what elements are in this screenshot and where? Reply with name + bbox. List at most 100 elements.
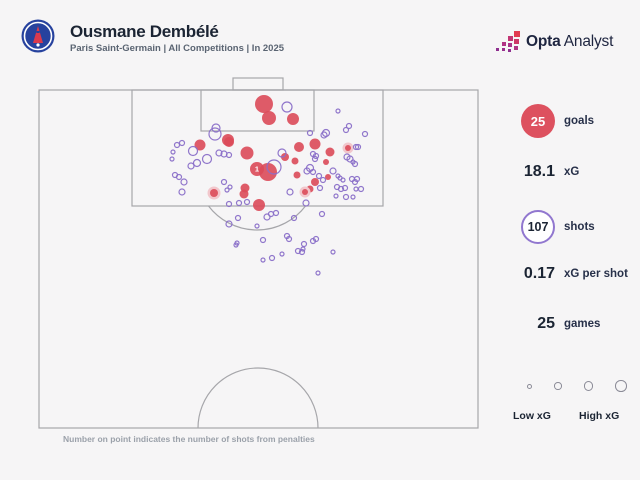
- shot-point: [351, 178, 359, 186]
- shots-circle-badge: 107: [521, 210, 555, 244]
- shot-point: [268, 254, 276, 262]
- opta-analyst-logo: Opta Analyst: [495, 29, 613, 55]
- analyst-word: Analyst: [563, 33, 614, 50]
- shot-point: [277, 148, 287, 158]
- shot-point: [225, 151, 233, 159]
- shot-point: [348, 175, 356, 183]
- shot-point: [266, 159, 282, 175]
- shot-point: [259, 236, 267, 244]
- shot-point: [306, 129, 314, 137]
- xg-per-shot-label: xG per shot: [564, 268, 628, 280]
- shot-point: [178, 188, 186, 196]
- legend-low-xg-label: Low xG: [513, 410, 551, 422]
- stat-xg: 18.1 xG: [505, 163, 579, 181]
- shot-point: [225, 200, 233, 208]
- shot-point: [329, 167, 337, 175]
- header: Ousmane Dembélé Paris Saint-Germain | Al…: [0, 0, 640, 70]
- penalty-count-label: 1: [255, 165, 259, 174]
- shot-point: [312, 152, 320, 160]
- goal-point: [210, 189, 218, 197]
- shot-point: [234, 214, 242, 222]
- shot-point: [225, 220, 233, 228]
- goal-point: [291, 157, 299, 165]
- shot-point: [333, 193, 339, 199]
- goal-point: [239, 189, 249, 199]
- shot-point: [309, 168, 317, 176]
- opta-bars-icon: [496, 31, 520, 52]
- shot-point: [316, 184, 324, 192]
- shot-point: [350, 194, 356, 200]
- shot-point: [341, 184, 349, 192]
- penalty-footnote: Number on point indicates the number of …: [63, 434, 315, 444]
- shot-point: [345, 122, 353, 130]
- shot-point: [178, 139, 186, 147]
- shot-point: [224, 187, 230, 193]
- xg-label: xG: [564, 166, 580, 178]
- goal-point: [194, 139, 206, 151]
- shot-point: [187, 162, 195, 170]
- goal-point: [323, 159, 329, 165]
- shot-point: [285, 235, 293, 243]
- goal-point: [255, 95, 273, 113]
- shot-point: [312, 235, 320, 243]
- shot-point: [340, 177, 346, 183]
- legend-size-circles: [527, 378, 627, 394]
- goal-point: [281, 153, 289, 161]
- shot-point: [243, 198, 251, 206]
- goal-point: [325, 147, 335, 157]
- shot-point: [320, 131, 328, 139]
- legend-circle: [527, 383, 532, 389]
- shot-point: [215, 149, 223, 157]
- shot-point: [311, 155, 319, 163]
- shot-point: [342, 193, 350, 201]
- games-value: 25: [537, 315, 555, 332]
- pitch-lines: [38, 77, 479, 429]
- xg-value: 18.1: [523, 163, 555, 180]
- goal-point: [253, 199, 265, 211]
- stat-goals: 25 goals: [505, 104, 594, 138]
- shot-point: [302, 199, 310, 207]
- xg-size-legend: Low xG High xG: [505, 372, 635, 432]
- shot-point: [298, 248, 306, 256]
- shot-point: [354, 143, 362, 151]
- goal-point: [262, 111, 276, 125]
- shot-point: [300, 246, 306, 252]
- shot-point: [272, 209, 280, 217]
- goals-label: goals: [564, 115, 595, 127]
- shot-point: [315, 172, 323, 180]
- shot-point: [208, 127, 222, 141]
- pitch-boundary: [38, 89, 479, 429]
- shot-point: [170, 149, 176, 155]
- stat-shots: 107 shots: [505, 210, 595, 244]
- psg-crest-logo: [21, 19, 55, 53]
- shot-point: [233, 242, 239, 248]
- shot-point: [333, 183, 341, 191]
- goal-point: [294, 142, 304, 152]
- goal-point: [224, 137, 234, 147]
- shot-point: [300, 240, 308, 248]
- shot-point: [321, 128, 331, 138]
- shots-label: shots: [564, 221, 595, 233]
- shot-point: [180, 178, 188, 186]
- shot-point: [192, 158, 202, 168]
- stat-xg-per-shot: 0.17 xG per shot: [505, 265, 628, 283]
- games-label: games: [564, 318, 601, 330]
- shot-point: [201, 153, 213, 165]
- goal-point: [311, 178, 319, 186]
- shot-point: [254, 223, 260, 229]
- shot-point: [352, 143, 360, 151]
- goal-frame: [232, 77, 284, 91]
- centre-circle: [197, 367, 319, 429]
- shot-point: [361, 130, 369, 138]
- shot-point: [346, 155, 354, 163]
- shot-point: [315, 270, 321, 276]
- shot-point: [342, 126, 350, 134]
- goal-point: [309, 138, 321, 150]
- shot-point: [235, 199, 243, 207]
- shot-point: [319, 176, 327, 184]
- shot-point: [290, 214, 298, 222]
- goal-point: [240, 146, 254, 160]
- shot-point: [279, 251, 285, 257]
- page-title: Ousmane Dembélé: [70, 22, 219, 41]
